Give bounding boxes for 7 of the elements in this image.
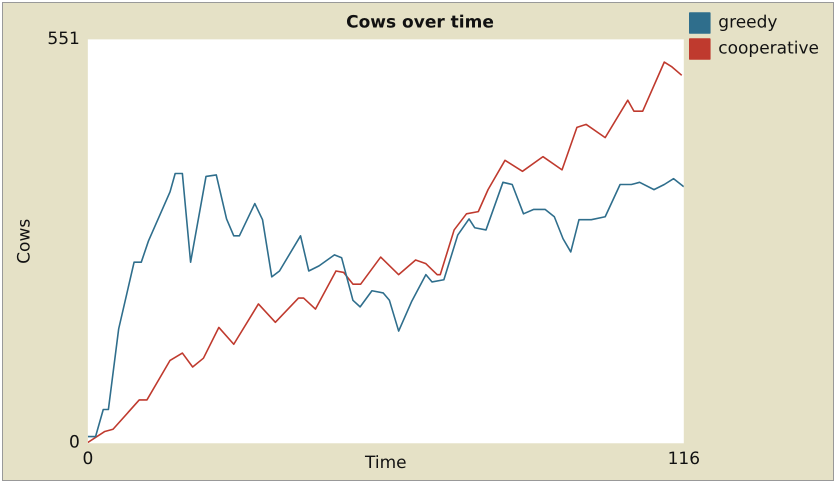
- legend-label: cooperative: [718, 38, 820, 58]
- chart-title: Cows over time: [346, 12, 494, 33]
- y-axis-title: Cows: [14, 218, 35, 264]
- x-tick-label: 116: [668, 448, 700, 469]
- legend-label: greedy: [718, 12, 778, 32]
- y-tick-label: 551: [47, 28, 80, 49]
- x-axis-title: Time: [364, 453, 407, 474]
